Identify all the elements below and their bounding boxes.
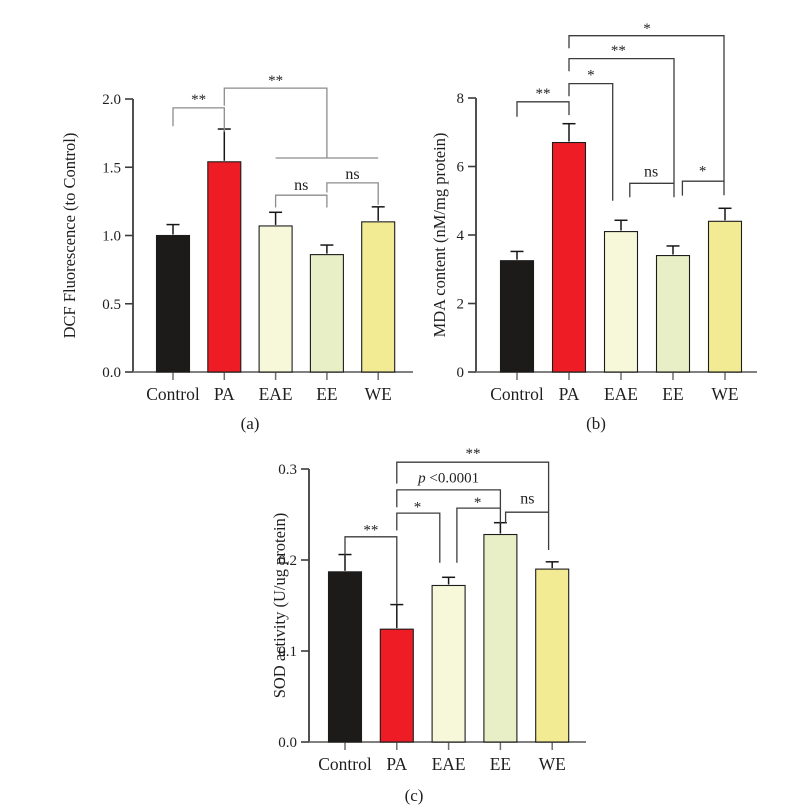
svg-text:**: ** [191, 92, 206, 108]
svg-text:0.2: 0.2 [278, 553, 297, 569]
svg-text:**: ** [465, 446, 480, 462]
svg-text:PA: PA [386, 754, 407, 774]
svg-text:PA: PA [559, 384, 580, 404]
caption-panel-b: (b) [586, 414, 606, 433]
svg-text:1.0: 1.0 [102, 229, 121, 245]
svg-text:PA: PA [214, 384, 235, 404]
svg-text:Control: Control [146, 384, 200, 404]
svg-text:WE: WE [711, 384, 738, 404]
svg-text:**: ** [363, 523, 378, 539]
svg-text:*: * [474, 495, 482, 511]
svg-text:0: 0 [457, 365, 465, 381]
svg-text:EAE: EAE [259, 384, 293, 404]
svg-text:ns: ns [345, 166, 359, 183]
svg-text:6: 6 [457, 160, 465, 176]
svg-text:4: 4 [457, 228, 465, 244]
svg-text:0.5: 0.5 [102, 297, 121, 313]
chart-panel-b: 0 2 4 6 8 Control PA EAE EE WE MDA content (nM/mg … [405, 10, 800, 435]
svg-text:Control: Control [318, 754, 372, 774]
svg-text:0.0: 0.0 [278, 735, 297, 751]
svg-text:EAE: EAE [432, 754, 466, 774]
chart-panel-c: 0.0 0.1 0.2 0.3 Control PA EAE EE WE SOD activity… [230, 428, 620, 809]
svg-text:0.0: 0.0 [102, 365, 121, 381]
svg-text:**: ** [268, 73, 283, 89]
svg-text:2: 2 [457, 297, 465, 313]
svg-text:0.1: 0.1 [278, 644, 297, 660]
svg-text:EAE: EAE [604, 384, 638, 404]
svg-text:*: * [587, 68, 595, 84]
svg-text:EE: EE [490, 754, 511, 774]
chart-a-plot: 0.0 0.5 1.0 1.5 2.0 Control PA EAE EE WE DCF Fluor… [60, 73, 413, 404]
svg-text:EE: EE [316, 384, 337, 404]
svg-text:MDA content (nM/mg protein): MDA content (nM/mg protein) [430, 133, 449, 338]
caption-panel-c: (c) [404, 786, 424, 805]
svg-text:ns: ns [294, 177, 308, 194]
svg-text:**: ** [611, 43, 626, 59]
svg-text:**: ** [536, 86, 551, 102]
svg-text:ns: ns [644, 164, 658, 181]
svg-text:0.3: 0.3 [278, 462, 297, 478]
svg-text:WE: WE [365, 384, 392, 404]
svg-text:*: * [414, 499, 422, 515]
svg-text:Control: Control [490, 384, 544, 404]
svg-text:p <0.0001: p <0.0001 [417, 471, 479, 487]
svg-text:SOD activity (U/ug protein): SOD activity (U/ug protein) [270, 513, 289, 699]
caption-panel-a: (a) [240, 414, 260, 433]
svg-text:*: * [643, 21, 651, 37]
svg-text:1.5: 1.5 [102, 160, 121, 176]
svg-text:2.0: 2.0 [102, 92, 121, 108]
svg-text:DCF Fluorescence (to Control): DCF Fluorescence (to Control) [60, 133, 79, 339]
chart-c-plot: 0.0 0.1 0.2 0.3 Control PA EAE EE WE SOD activity… [270, 446, 586, 774]
svg-text:*: * [699, 164, 707, 180]
svg-text:ns: ns [520, 491, 534, 508]
svg-text:EE: EE [662, 384, 683, 404]
svg-text:8: 8 [457, 91, 465, 107]
chart-panel-a: 0.0 0.5 1.0 1.5 2.0 Control PA EAE EE WE DCF Fluor… [50, 60, 430, 445]
chart-b-plot: 0 2 4 6 8 Control PA EAE EE WE MDA content (nM/mg … [430, 21, 757, 404]
svg-text:WE: WE [539, 754, 566, 774]
